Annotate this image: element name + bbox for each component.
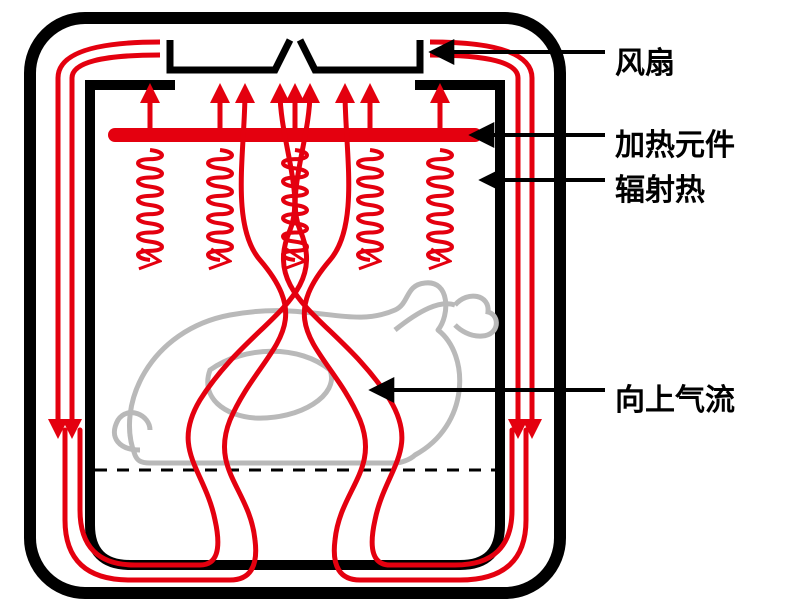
- label-flow: 向上气流: [615, 375, 735, 419]
- radiant-coil: [358, 150, 382, 260]
- diagram-svg: [0, 0, 800, 613]
- label-fan: 风扇: [615, 38, 675, 82]
- label-rad: 辐射热: [615, 165, 705, 209]
- side-channel-feed: [72, 55, 160, 78]
- diagram-root: 风扇加热元件辐射热向上气流: [0, 0, 800, 613]
- fan-blade-left: [170, 40, 290, 70]
- radiant-coil: [138, 150, 162, 260]
- side-channel-feed: [430, 55, 518, 78]
- radiant-coil: [208, 150, 232, 260]
- fan-blade-right: [300, 40, 420, 70]
- label-heat: 加热元件: [615, 120, 735, 164]
- radiant-coil: [428, 150, 452, 260]
